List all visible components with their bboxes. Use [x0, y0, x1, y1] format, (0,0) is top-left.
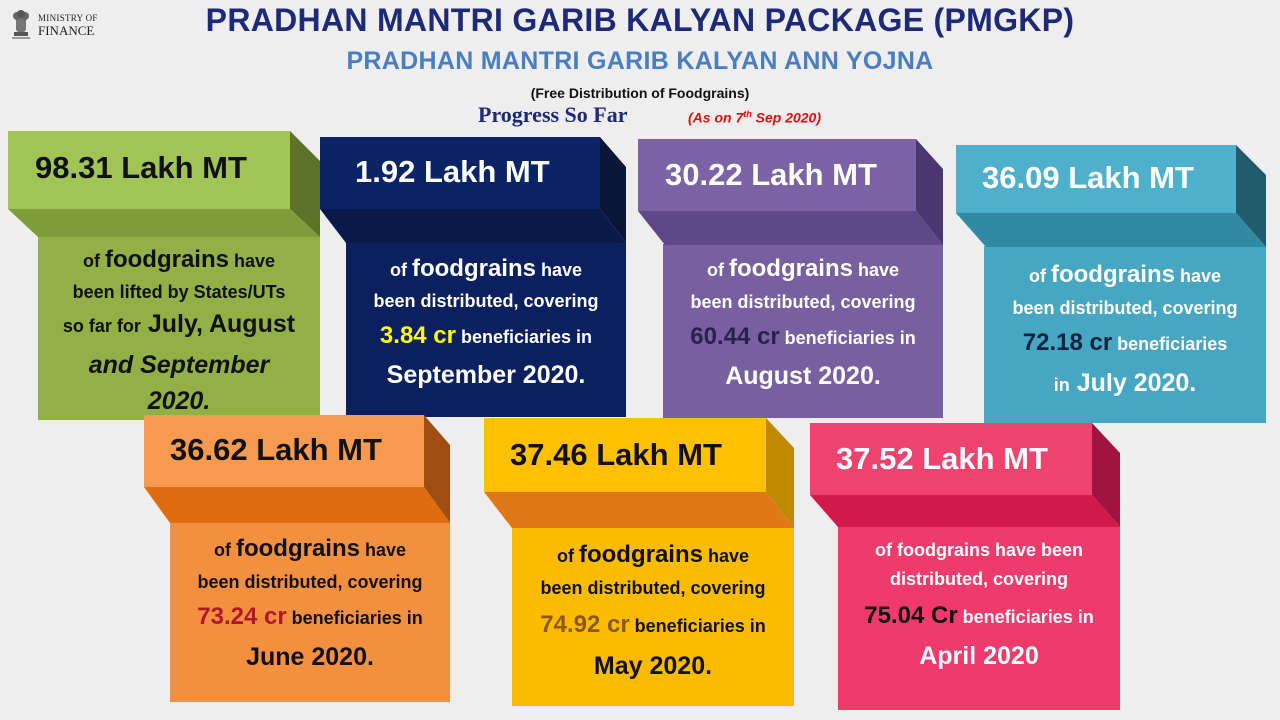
tile-amount: 37.52 Lakh MT [836, 441, 1048, 476]
tile-bottom [144, 487, 450, 523]
emblem-icon [12, 10, 30, 39]
tile-amount: 1.92 Lakh MT [355, 154, 550, 189]
tile-amount: 36.09 Lakh MT [982, 160, 1194, 195]
tile-amount: 98.31 Lakh MT [35, 150, 247, 185]
tile-back [38, 236, 320, 420]
as-on-date: (As on 7th Sep 2020) [688, 109, 821, 126]
tile-amount: 36.62 Lakh MT [170, 432, 382, 467]
tile-body: of foodgrains have been distributed, cov… [197, 535, 423, 671]
tile-back [346, 242, 626, 417]
tile-side [766, 418, 794, 528]
progress-heading: Progress So Far [478, 102, 628, 127]
tile-back [838, 526, 1120, 710]
tile-bottom [8, 209, 320, 237]
tile-face [956, 145, 1236, 213]
tile-side [290, 131, 320, 237]
tile-bottom [484, 492, 794, 528]
tile-back [512, 526, 794, 706]
tile-bottom [956, 213, 1266, 247]
logo-line2: FINANCE [38, 23, 95, 38]
tile-face [320, 137, 600, 209]
tile-face [484, 418, 766, 492]
tile-face [810, 423, 1092, 495]
tile-face [638, 139, 916, 211]
tile-body: of foodgrains have been distributed, cov… [1012, 261, 1238, 397]
tile-amount: 37.46 Lakh MT [510, 437, 722, 472]
tile-face [8, 131, 290, 209]
tile-body: of foodgrains have been lifted by States… [62, 246, 296, 415]
tile-body: of foodgrains have been distributed, cov… [373, 255, 599, 389]
tile-bottom [810, 495, 1120, 527]
tile-back [170, 522, 450, 702]
page-subtitle: PRADHAN MANTRI GARIB KALYAN ANN YOJNA [346, 47, 934, 75]
page-title: PRADHAN MANTRI GARIB KALYAN PACKAGE (PMG… [205, 2, 1075, 38]
tile-body: of foodgrains have been distributed, cov… [690, 255, 916, 390]
ministry-logo: MINISTRY OF FINANCE [6, 6, 116, 46]
tile-bottom [320, 209, 626, 243]
tile-side [600, 137, 626, 243]
tile-back [663, 244, 943, 418]
tile-bottom [638, 211, 943, 245]
tile-amount: 30.22 Lakh MT [665, 157, 877, 192]
logo-line1: MINISTRY OF [38, 13, 98, 23]
tile-body: of foodgrains have been distributed, cov… [540, 541, 766, 680]
tile-side [916, 139, 943, 245]
tile-face [144, 415, 424, 487]
tile-body: of foodgrains have been distributed, cov… [864, 540, 1094, 670]
page-description: (Free Distribution of Foodgrains) [530, 85, 750, 101]
tile-side [1092, 423, 1120, 527]
tile-back [984, 246, 1266, 423]
